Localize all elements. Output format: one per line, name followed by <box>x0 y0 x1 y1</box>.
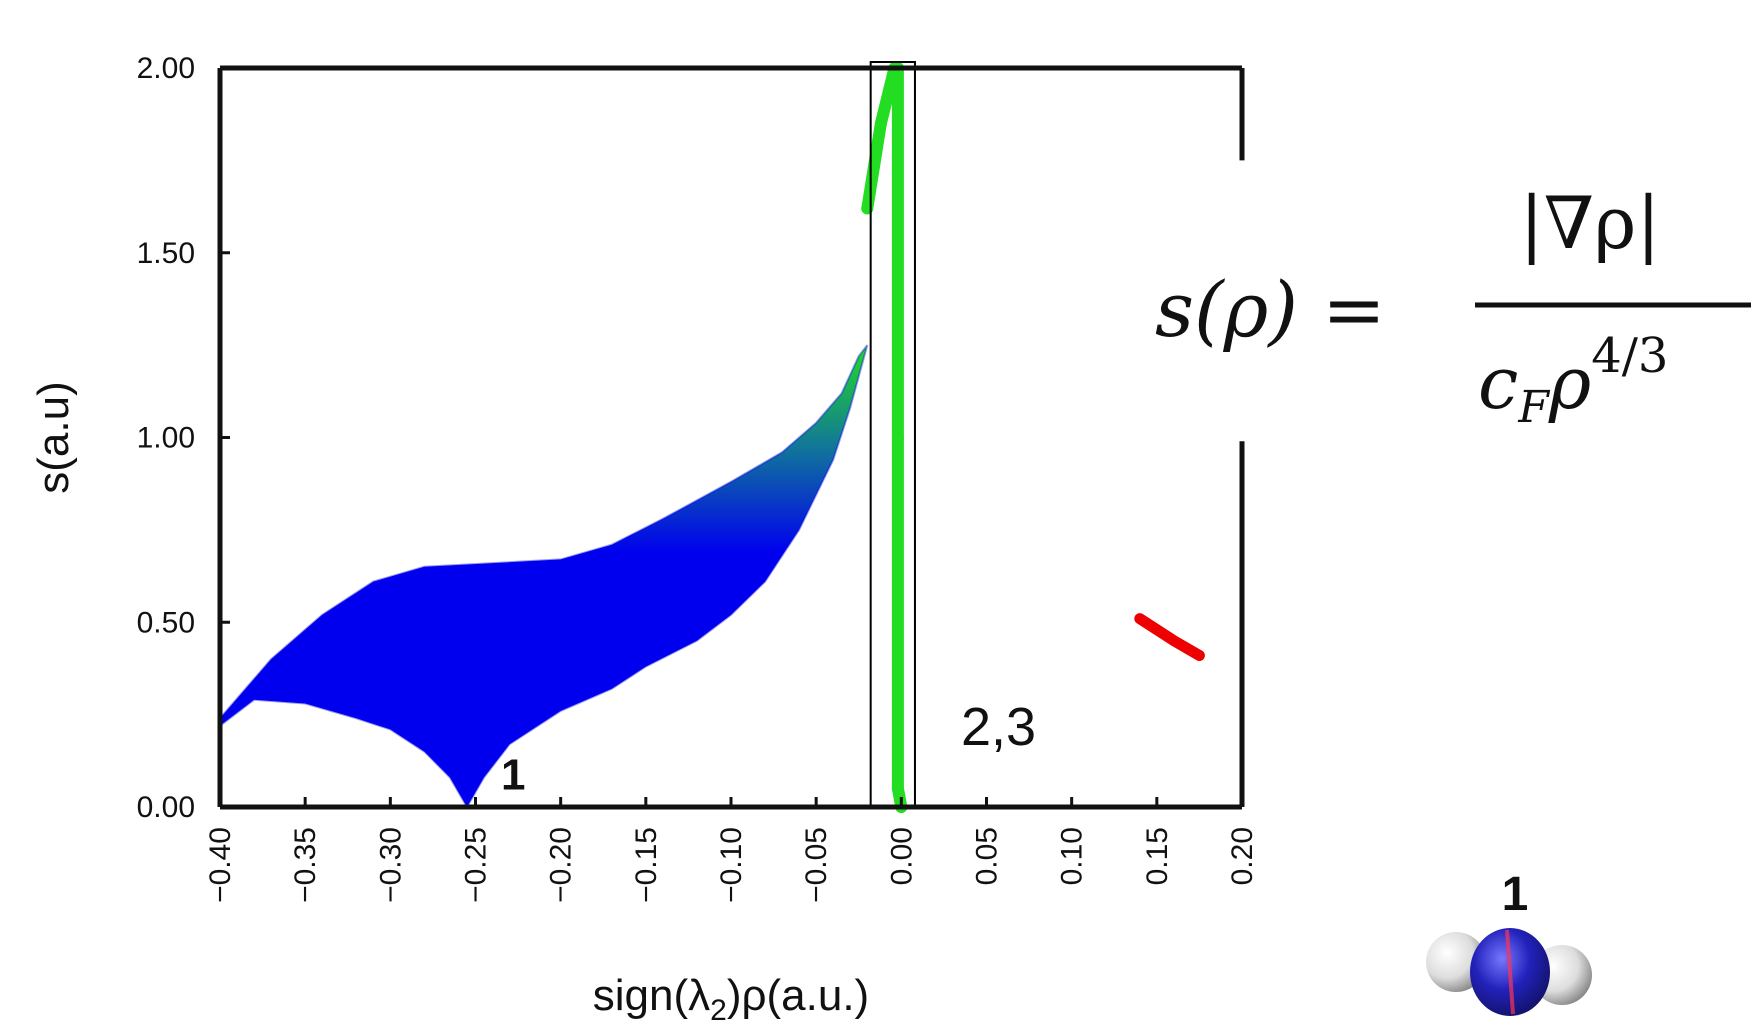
formula-rho: ρ <box>1548 341 1591 425</box>
y-tick-label: 1.00 <box>137 422 195 455</box>
series-attractive-band <box>219 344 869 810</box>
x-axis-label-part: 2 <box>710 994 727 1027</box>
weak-point-5 <box>891 782 904 795</box>
x-tick-label: 0.10 <box>1056 827 1089 885</box>
y-axis-label: s(a.u) <box>29 381 78 493</box>
x-tick-label: −0.40 <box>204 827 237 903</box>
x-tick-label: −0.05 <box>800 827 833 903</box>
repulsive-point-1 <box>1151 624 1162 635</box>
repulsive-point-3 <box>1194 650 1205 661</box>
series-repulsive <box>1134 613 1205 661</box>
x-tick-label: −0.10 <box>715 827 748 903</box>
y-tick-label: 0.50 <box>137 606 195 639</box>
x-tick-label: 0.00 <box>885 827 918 885</box>
molecule-label: 1 <box>1502 868 1529 921</box>
x-tick-label: 0.15 <box>1141 827 1174 885</box>
formula: s(ρ) = |∇ρ| cFρ4/3 <box>1155 181 1751 433</box>
x-axis-label: sign(λ2)ρ(a.u.) <box>593 971 869 1027</box>
x-tick-label: −0.20 <box>545 827 578 903</box>
formula-c: c <box>1478 341 1518 425</box>
weak-point-1 <box>874 117 887 130</box>
bond-highlight <box>1505 929 1515 1015</box>
y-tick-label: 1.50 <box>137 237 195 270</box>
x-tick-label: −0.15 <box>630 827 663 903</box>
y-tick-label: 0.00 <box>137 791 195 824</box>
axis-ticks: −0.40 −0.35 −0.30 −0.25 −0.20 −0.15 −0.10 −0.05… <box>137 52 1259 903</box>
repulsive-point-0 <box>1134 613 1145 624</box>
formula-denominator: cFρ4/3 <box>1478 328 1668 433</box>
x-axis-label-part: )ρ(a.u.) <box>727 971 869 1020</box>
formula-exponent: 4/3 <box>1591 328 1668 384</box>
x-tick-label: 0.05 <box>971 827 1004 885</box>
annotation-label-0: 1 <box>501 750 525 799</box>
formula-numerator: |∇ρ| <box>1519 181 1660 265</box>
annotation-label-1: 2,3 <box>961 697 1036 757</box>
data-layer: 12,3 <box>219 62 1205 813</box>
repulsive-point-2 <box>1168 635 1179 646</box>
y-tick-label: 2.00 <box>137 52 195 85</box>
x-tick-label: 0.20 <box>1226 827 1259 885</box>
formula-subscript: F <box>1517 382 1550 433</box>
x-tick-label: −0.35 <box>289 827 322 903</box>
weak-point-4 <box>891 431 904 444</box>
molecule-1: 1 <box>1426 868 1592 1016</box>
x-axis-label-part: sign(λ <box>593 971 710 1020</box>
x-tick-label: −0.30 <box>374 827 407 903</box>
x-tick-label: −0.25 <box>460 827 493 903</box>
formula-lhs: s(ρ) = <box>1155 265 1386 354</box>
